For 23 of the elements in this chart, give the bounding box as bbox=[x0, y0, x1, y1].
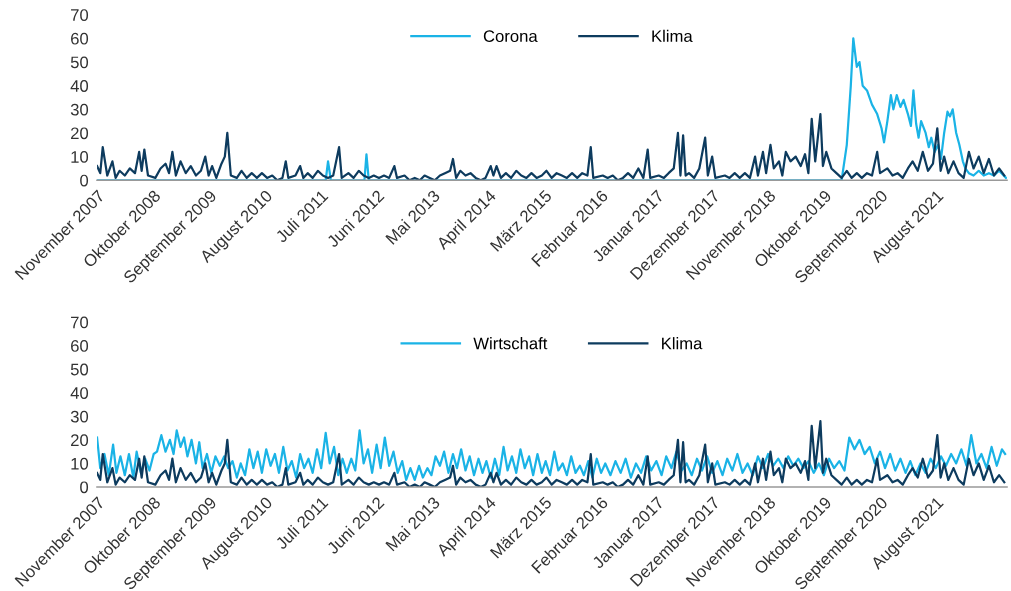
y-tick-label: 60 bbox=[71, 32, 89, 45]
legend-label: Corona bbox=[483, 30, 538, 43]
y-tick-label: 10 bbox=[71, 151, 89, 163]
y-tick-label: 60 bbox=[71, 340, 89, 352]
legend-label: Klima bbox=[652, 29, 693, 43]
y-tick-label: 30 bbox=[70, 410, 89, 423]
y-tick-label: 40 bbox=[70, 387, 89, 399]
legend-label: Wirtschaft bbox=[473, 337, 548, 350]
y-tick-label: 40 bbox=[70, 80, 89, 92]
y-tick-label: 0 bbox=[80, 174, 89, 187]
y-tick-label: 10 bbox=[71, 457, 89, 470]
line-series bbox=[97, 429, 1007, 482]
y-tick-label: 0 bbox=[80, 481, 89, 494]
y-tick-label: 20 bbox=[71, 434, 89, 447]
y-tick-label: 30 bbox=[70, 103, 89, 116]
line-series bbox=[97, 419, 1006, 487]
y-tick-label: 70 bbox=[71, 316, 89, 329]
y-tick-label: 50 bbox=[70, 363, 89, 376]
y-tick-label: 20 bbox=[71, 127, 89, 140]
y-tick-label: 70 bbox=[71, 9, 89, 21]
line-series bbox=[97, 112, 1006, 181]
y-tick-label: 50 bbox=[70, 56, 89, 69]
legend-label: Klima bbox=[662, 337, 703, 350]
